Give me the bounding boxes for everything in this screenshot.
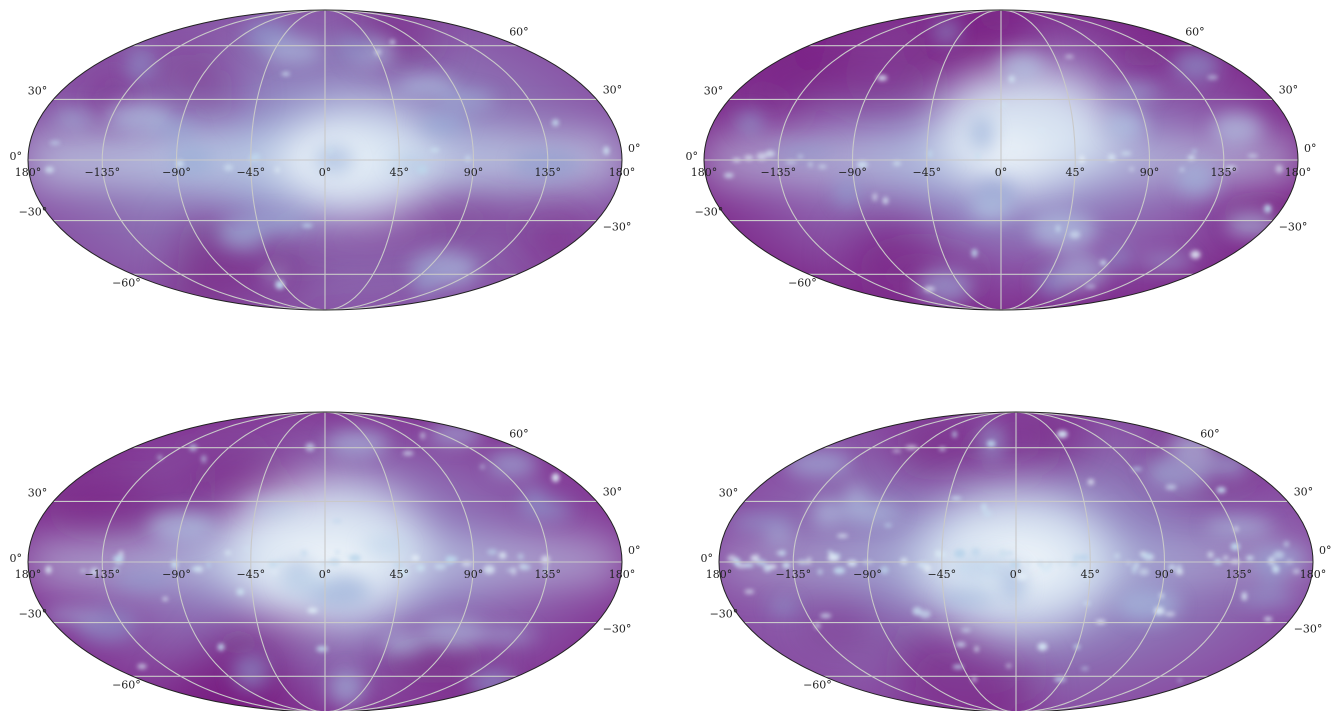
longitude-tick-label: 0° [319, 166, 332, 179]
latitude-tick-label-left: −30° [19, 206, 48, 219]
map-panel-bottom-left: 180° −135° −90° −45° 0° 45° 90° 135° 180° 60° 30° 3… [10, 411, 641, 711]
latitude-tick-label-right: 60° [1185, 26, 1205, 39]
latitude-tick-label-left: −60° [112, 678, 141, 691]
latitude-tick-label-left: 30° [719, 486, 739, 499]
latitude-tick-label-left: 30° [28, 84, 48, 97]
longitude-tick-label: 180° [609, 166, 636, 179]
longitude-tick-labels: 180° −135° −90° −45° 0° 45° 90° 135° 180° [706, 568, 1327, 581]
latitude-tick-label-right: 0° [1304, 142, 1317, 155]
longitude-tick-label: 90° [464, 166, 484, 179]
sky-intensity-field [704, 10, 1298, 310]
longitude-tick-label: −135° [84, 166, 120, 179]
longitude-tick-label: 45° [390, 568, 410, 581]
longitude-tick-labels: 180° −135° −90° −45° 0° 45° 90° 135° 180° [15, 568, 636, 581]
latitude-tick-label-right: 60° [1200, 428, 1220, 441]
longitude-tick-label: 135° [1211, 166, 1238, 179]
longitude-tick-label: −45° [236, 166, 265, 179]
longitude-tick-label: 0° [1010, 568, 1023, 581]
latitude-tick-label-left: 0° [686, 150, 699, 163]
latitude-tick-label-right: 30° [603, 83, 623, 96]
longitude-tick-label: 180° [691, 166, 718, 179]
longitude-tick-label: −135° [760, 166, 796, 179]
latitude-tick-label-right: 30° [1294, 485, 1314, 498]
longitude-tick-label: 90° [1155, 568, 1175, 581]
map-panel-top-right: 180° −135° −90° −45° 0° 45° 90° 135° 180° 60° 30° 3… [686, 9, 1317, 311]
latitude-tick-label-right: 30° [1279, 83, 1299, 96]
latitude-tick-label-left: −60° [803, 678, 832, 691]
longitude-tick-label: −135° [84, 568, 120, 581]
longitude-tick-label: 135° [535, 166, 562, 179]
latitude-tick-labels: 60° 30° 30° 0° 0° −30° −30° −60° [701, 428, 1332, 692]
latitude-tick-label-left: 0° [701, 552, 714, 565]
longitude-tick-label: −45° [912, 166, 941, 179]
graticule [719, 412, 1313, 711]
map-outline [27, 9, 623, 311]
longitude-tick-label: 45° [1066, 166, 1086, 179]
longitude-tick-label: 180° [1300, 568, 1327, 581]
latitude-tick-label-right: 0° [628, 544, 641, 557]
latitude-tick-label-right: −30° [1294, 623, 1323, 636]
longitude-tick-label: −135° [775, 568, 811, 581]
longitude-tick-label: 180° [706, 568, 733, 581]
latitude-tick-label-left: 30° [704, 84, 724, 97]
longitude-tick-label: 180° [15, 166, 42, 179]
latitude-tick-labels: 60° 30° 30° 0° 0° −30° −30° −60° [686, 26, 1317, 290]
latitude-tick-label-right: −30° [603, 221, 632, 234]
latitude-tick-label-left: 30° [28, 486, 48, 499]
longitude-tick-label: 45° [1081, 568, 1101, 581]
latitude-tick-labels: 60° 30° 30° 0° 0° −30° −30° −60° [10, 26, 641, 290]
map-outline [27, 411, 623, 711]
latitude-tick-label-left: −30° [710, 608, 739, 621]
map-panel-bottom-right: 180° −135° −90° −45° 0° 45° 90° 135° 180° 60° 30° 3… [701, 411, 1332, 711]
longitude-tick-label: 180° [15, 568, 42, 581]
latitude-tick-label-left: 0° [10, 150, 23, 163]
longitude-tick-label: −45° [927, 568, 956, 581]
latitude-tick-label-left: −30° [695, 206, 724, 219]
latitude-tick-label-right: −30° [603, 623, 632, 636]
longitude-tick-label: −90° [853, 568, 882, 581]
latitude-tick-label-right: 60° [509, 428, 529, 441]
longitude-tick-label: 180° [1285, 166, 1312, 179]
longitude-tick-label: 135° [1226, 568, 1253, 581]
latitude-tick-label-left: −30° [19, 608, 48, 621]
longitude-tick-labels: 180° −135° −90° −45° 0° 45° 90° 135° 180° [691, 166, 1312, 179]
latitude-tick-label-right: −30° [1279, 221, 1308, 234]
longitude-tick-label: 0° [995, 166, 1008, 179]
longitude-tick-label: −90° [838, 166, 867, 179]
latitude-tick-label-right: 0° [1319, 544, 1332, 557]
longitude-tick-label: 45° [390, 166, 410, 179]
longitude-tick-label: 90° [1140, 166, 1160, 179]
longitude-tick-label: −90° [162, 166, 191, 179]
longitude-tick-label: 180° [609, 568, 636, 581]
latitude-tick-label-right: 30° [603, 485, 623, 498]
longitude-tick-labels: 180° −135° −90° −45° 0° 45° 90° 135° 180° [15, 166, 636, 179]
latitude-tick-label-left: −60° [788, 276, 817, 289]
longitude-tick-label: 135° [535, 568, 562, 581]
graticule [704, 10, 1298, 310]
map-outline [718, 411, 1314, 711]
graticule [28, 412, 622, 711]
longitude-tick-label: −45° [236, 568, 265, 581]
longitude-tick-label: −90° [162, 568, 191, 581]
map-outline [703, 9, 1299, 311]
latitude-tick-label-right: 60° [509, 26, 529, 39]
longitude-tick-label: 90° [464, 568, 484, 581]
latitude-tick-label-left: −60° [112, 276, 141, 289]
longitude-tick-label: 0° [319, 568, 332, 581]
latitude-tick-labels: 60° 30° 30° 0° 0° −30° −30° −60° [10, 428, 641, 692]
graticule [28, 10, 622, 310]
map-panel-top-left: 180° −135° −90° −45° 0° 45° 90° 135° 180° 60° 30° 3… [10, 9, 641, 311]
latitude-tick-label-right: 0° [628, 142, 641, 155]
latitude-tick-label-left: 0° [10, 552, 23, 565]
